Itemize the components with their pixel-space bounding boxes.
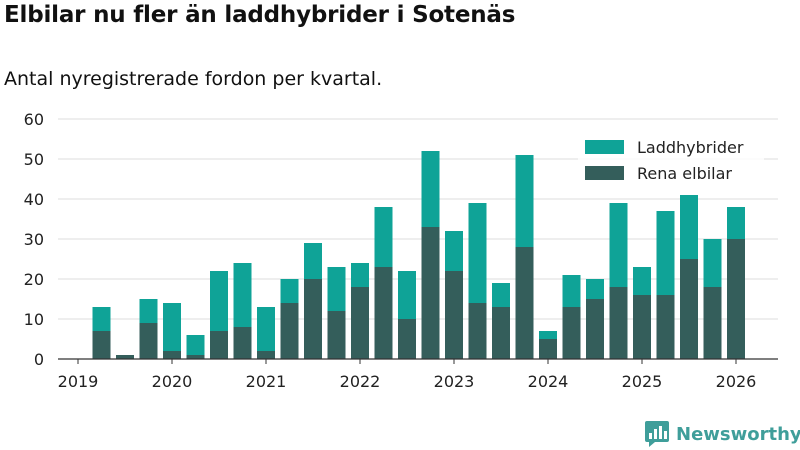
y-tick-label: 0 [34, 350, 44, 369]
bar-segment-rena-elbilar [280, 303, 299, 359]
bar-segment-laddhybrider [539, 331, 557, 339]
bar-segment-rena-elbilar [351, 287, 369, 359]
bar-segment-rena-elbilar [139, 323, 158, 359]
bar-segment-laddhybrider [233, 263, 252, 327]
bar-segment-laddhybrider [304, 243, 322, 279]
x-tick-label: 2024 [528, 372, 569, 391]
bar-segment-rena-elbilar [492, 307, 510, 359]
bar-segment-rena-elbilar [304, 279, 322, 359]
bar-segment-laddhybrider [280, 279, 299, 303]
newsworthy-logo-icon [645, 421, 669, 447]
y-tick-label: 30 [24, 230, 44, 249]
x-tick-label: 2019 [58, 372, 99, 391]
x-tick-label: 2026 [716, 372, 757, 391]
bar-segment-laddhybrider [633, 267, 651, 295]
bar-segment-rena-elbilar [210, 331, 228, 359]
bar-segment-rena-elbilar [327, 311, 346, 359]
bar-segment-rena-elbilar [586, 299, 604, 359]
bar-segment-laddhybrider [210, 271, 228, 331]
bar-segment-rena-elbilar [398, 319, 416, 359]
bar-segment-rena-elbilar [515, 247, 534, 359]
x-tick-label: 2025 [622, 372, 663, 391]
y-tick-label: 10 [24, 310, 44, 329]
bar-segment-laddhybrider [186, 335, 205, 355]
legend-swatch [585, 166, 624, 180]
bar-segment-laddhybrider [609, 203, 628, 287]
bar-segment-laddhybrider [92, 307, 111, 331]
bar-segment-rena-elbilar [727, 239, 745, 359]
bar-segment-rena-elbilar [562, 307, 581, 359]
legend-label: Laddhybrider [637, 138, 744, 157]
bar-segment-laddhybrider [327, 267, 346, 311]
y-tick-label: 20 [24, 270, 44, 289]
brand-name: Newsworthy [676, 423, 800, 445]
bar-segment-rena-elbilar [186, 355, 205, 359]
bar-chart: 0 10 20 30 40 50 60 2019 2020 2021 2022 2023 2024 202… [24, 110, 778, 391]
bar-segment-rena-elbilar [233, 327, 252, 359]
bar-segment-rena-elbilar [116, 355, 134, 359]
y-tick-label: 40 [24, 190, 44, 209]
bar-segment-rena-elbilar [92, 331, 111, 359]
bar-segment-laddhybrider [492, 283, 510, 307]
bar-segment-rena-elbilar [703, 287, 722, 359]
brand-logo: Newsworthy [644, 419, 800, 449]
bar-segment-rena-elbilar [468, 303, 487, 359]
legend-swatch [585, 140, 624, 154]
bar-segment-laddhybrider [468, 203, 487, 303]
bar-segment-laddhybrider [656, 211, 675, 295]
x-tick-label: 2020 [152, 372, 193, 391]
bar-segment-laddhybrider [421, 151, 440, 227]
bar-segment-laddhybrider [727, 207, 745, 239]
bar-segment-rena-elbilar [656, 295, 675, 359]
bar-segment-laddhybrider [680, 195, 698, 259]
y-tick-label: 50 [24, 150, 44, 169]
bar-segment-rena-elbilar [374, 267, 393, 359]
chart-subtitle: Antal nyregistrerade fordon per kvartal. [4, 68, 383, 90]
bar-segment-rena-elbilar [163, 351, 181, 359]
bar-segment-rena-elbilar [633, 295, 651, 359]
bar-segment-laddhybrider [586, 279, 604, 299]
bar-segment-rena-elbilar [539, 339, 557, 359]
bar-segment-rena-elbilar [680, 259, 698, 359]
bar-segment-rena-elbilar [421, 227, 440, 359]
bar-segment-laddhybrider [139, 299, 158, 323]
y-tick-label: 60 [24, 110, 44, 129]
chart-title: Elbilar nu fler än laddhybrider i Sotenä… [4, 2, 516, 28]
bar-segment-laddhybrider [445, 231, 463, 271]
x-tick-label: 2023 [434, 372, 475, 391]
x-tick-label: 2022 [340, 372, 381, 391]
bar-segment-laddhybrider [374, 207, 393, 267]
bar-segment-laddhybrider [398, 271, 416, 319]
bar-segment-laddhybrider [562, 275, 581, 307]
bar-segment-laddhybrider [515, 155, 534, 247]
bar-segment-laddhybrider [257, 307, 275, 351]
bar-segment-rena-elbilar [445, 271, 463, 359]
bar-segment-rena-elbilar [257, 351, 275, 359]
bar-segment-laddhybrider [163, 303, 181, 351]
bar-segment-laddhybrider [351, 263, 369, 287]
x-tick-label: 2021 [246, 372, 287, 391]
bar-segment-rena-elbilar [609, 287, 628, 359]
bar-segment-laddhybrider [703, 239, 722, 287]
legend-label: Rena elbilar [637, 164, 732, 183]
